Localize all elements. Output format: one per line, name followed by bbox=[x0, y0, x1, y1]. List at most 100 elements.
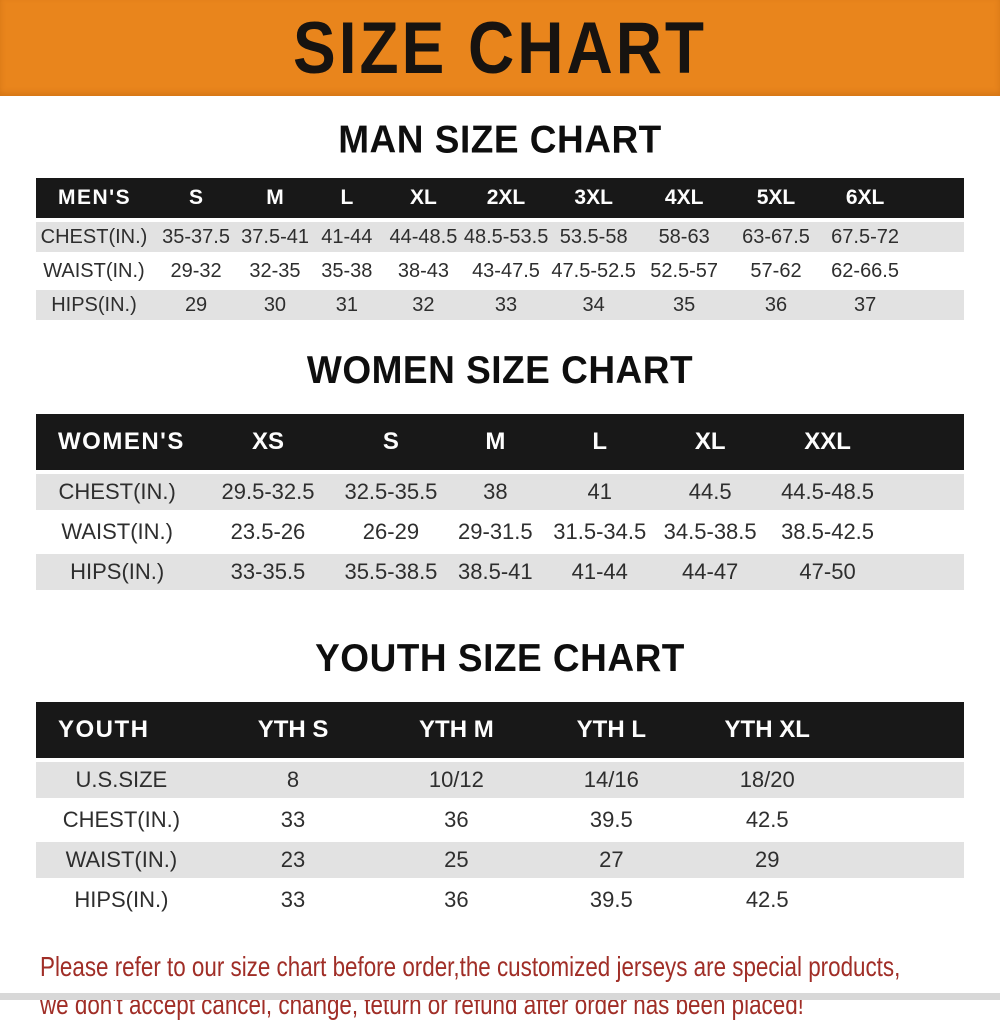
col-header: YTH L bbox=[533, 702, 690, 758]
size-cell: 29-31.5 bbox=[444, 514, 547, 550]
size-cell: 32.5-35.5 bbox=[337, 474, 445, 510]
youth-header-row: YOUTH YTH S YTH M YTH L YTH XL bbox=[36, 702, 964, 758]
size-cell: 37 bbox=[821, 290, 909, 320]
spacer-cell bbox=[887, 514, 964, 550]
order-disclaimer: Please refer to our size chart before or… bbox=[40, 948, 1000, 1024]
col-header: XL bbox=[383, 178, 463, 218]
youth-waist-row: WAIST(IN.) 23 25 27 29 bbox=[36, 842, 964, 878]
men-size-table: MEN'S S M L XL 2XL 3XL 4XL 5XL 6XL CHEST… bbox=[36, 174, 964, 324]
size-cell: 58-63 bbox=[638, 222, 731, 252]
spacer-cell bbox=[908, 222, 964, 252]
row-label: U.S.SIZE bbox=[36, 762, 207, 798]
col-header: M bbox=[444, 414, 547, 470]
spacer-cell bbox=[908, 290, 964, 320]
disclaimer-line-1: Please refer to our size chart before or… bbox=[40, 951, 901, 982]
spacer-cell bbox=[908, 178, 964, 218]
size-cell: 23.5-26 bbox=[198, 514, 338, 550]
men-table-title: MEN'S bbox=[36, 178, 152, 218]
size-cell: 36 bbox=[379, 882, 534, 918]
size-cell: 14/16 bbox=[533, 762, 690, 798]
men-hips-row: HIPS(IN.) 29 30 31 32 33 34 35 36 37 bbox=[36, 290, 964, 320]
size-cell: 29 bbox=[689, 842, 846, 878]
col-header: L bbox=[309, 178, 384, 218]
size-cell: 63-67.5 bbox=[730, 222, 822, 252]
women-size-table: WOMEN'S XS S M L XL XXL CHEST(IN.) 29.5-… bbox=[36, 410, 964, 594]
spacer-cell bbox=[845, 882, 964, 918]
size-cell: 47.5-52.5 bbox=[549, 256, 639, 286]
size-cell: 38-43 bbox=[383, 256, 463, 286]
size-cell: 26-29 bbox=[337, 514, 445, 550]
size-cell: 31.5-34.5 bbox=[546, 514, 654, 550]
size-cell: 31 bbox=[309, 290, 384, 320]
size-cell: 10/12 bbox=[379, 762, 534, 798]
size-cell: 33 bbox=[206, 802, 380, 838]
men-section-heading: MAN SIZE CHART bbox=[338, 118, 662, 162]
size-cell: 41 bbox=[546, 474, 654, 510]
col-header: S bbox=[151, 178, 241, 218]
men-header-row: MEN'S S M L XL 2XL 3XL 4XL 5XL 6XL bbox=[36, 178, 964, 218]
youth-section: YOUTH SIZE CHART YOUTH YTH S YTH M YTH L… bbox=[0, 594, 1000, 922]
women-waist-row: WAIST(IN.) 23.5-26 26-29 29-31.5 31.5-34… bbox=[36, 514, 964, 550]
row-label: CHEST(IN.) bbox=[36, 474, 199, 510]
women-section: WOMEN SIZE CHART WOMEN'S XS S M L XL XXL… bbox=[0, 324, 1000, 594]
col-header: YTH M bbox=[379, 702, 534, 758]
col-header: L bbox=[546, 414, 654, 470]
size-cell: 33-35.5 bbox=[198, 554, 338, 590]
size-cell: 27 bbox=[533, 842, 690, 878]
size-cell: 44.5 bbox=[653, 474, 768, 510]
size-cell: 57-62 bbox=[730, 256, 822, 286]
size-cell: 35.5-38.5 bbox=[337, 554, 445, 590]
women-section-heading: WOMEN SIZE CHART bbox=[306, 348, 694, 392]
size-cell: 35 bbox=[638, 290, 731, 320]
size-cell: 52.5-57 bbox=[638, 256, 731, 286]
col-header: YTH XL bbox=[689, 702, 846, 758]
size-cell: 36 bbox=[379, 802, 534, 838]
spacer-cell bbox=[887, 414, 964, 470]
size-cell: 38 bbox=[444, 474, 547, 510]
size-cell: 23 bbox=[206, 842, 380, 878]
row-label: HIPS(IN.) bbox=[36, 290, 152, 320]
size-cell: 42.5 bbox=[689, 882, 846, 918]
row-label: HIPS(IN.) bbox=[36, 554, 199, 590]
youth-size-table: YOUTH YTH S YTH M YTH L YTH XL U.S.SIZE … bbox=[36, 698, 964, 922]
col-header: XS bbox=[198, 414, 338, 470]
size-cell: 29-32 bbox=[151, 256, 241, 286]
disclaimer-line-2: we don't accept cancel, change, teturn o… bbox=[40, 989, 804, 1020]
size-cell: 41-44 bbox=[546, 554, 654, 590]
women-table-title: WOMEN'S bbox=[36, 414, 199, 470]
size-cell: 67.5-72 bbox=[821, 222, 909, 252]
size-cell: 33 bbox=[206, 882, 380, 918]
size-cell: 34 bbox=[549, 290, 639, 320]
size-cell: 30 bbox=[240, 290, 310, 320]
size-cell: 39.5 bbox=[533, 882, 690, 918]
youth-hips-row: HIPS(IN.) 33 36 39.5 42.5 bbox=[36, 882, 964, 918]
spacer-cell bbox=[845, 702, 964, 758]
row-label: HIPS(IN.) bbox=[36, 882, 207, 918]
size-cell: 43-47.5 bbox=[462, 256, 550, 286]
youth-chest-row: CHEST(IN.) 33 36 39.5 42.5 bbox=[36, 802, 964, 838]
women-chest-row: CHEST(IN.) 29.5-32.5 32.5-35.5 38 41 44.… bbox=[36, 474, 964, 510]
col-header: 5XL bbox=[730, 178, 822, 218]
row-label: CHEST(IN.) bbox=[36, 222, 152, 252]
size-cell: 44.5-48.5 bbox=[767, 474, 888, 510]
size-cell: 53.5-58 bbox=[549, 222, 639, 252]
size-cell: 38.5-41 bbox=[444, 554, 547, 590]
col-header: S bbox=[337, 414, 445, 470]
men-section: MAN SIZE CHART MEN'S S M L XL 2XL 3XL 4X… bbox=[0, 103, 1000, 324]
women-hips-row: HIPS(IN.) 33-35.5 35.5-38.5 38.5-41 41-4… bbox=[36, 554, 964, 590]
col-header: M bbox=[240, 178, 310, 218]
row-label: WAIST(IN.) bbox=[36, 514, 199, 550]
size-cell: 37.5-41 bbox=[240, 222, 310, 252]
row-label: WAIST(IN.) bbox=[36, 842, 207, 878]
col-header: 4XL bbox=[638, 178, 731, 218]
youth-ussize-row: U.S.SIZE 8 10/12 14/16 18/20 bbox=[36, 762, 964, 798]
size-cell: 8 bbox=[206, 762, 380, 798]
size-cell: 32 bbox=[383, 290, 463, 320]
size-cell: 47-50 bbox=[767, 554, 888, 590]
size-cell: 44-48.5 bbox=[383, 222, 463, 252]
col-header: XL bbox=[653, 414, 768, 470]
col-header: 6XL bbox=[821, 178, 909, 218]
spacer-cell bbox=[845, 842, 964, 878]
col-header: XXL bbox=[767, 414, 888, 470]
bottom-edge-strip bbox=[0, 993, 1000, 1000]
